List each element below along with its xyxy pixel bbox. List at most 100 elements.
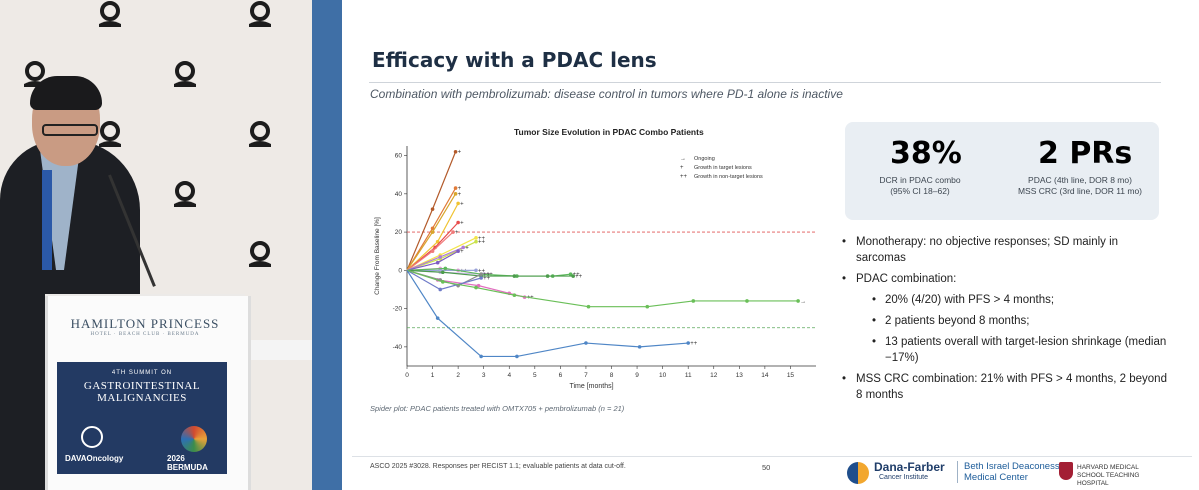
slide-title: Efficacy with a PDAC lens <box>372 48 657 72</box>
summit-title: GASTROINTESTINAL MALIGNANCIES <box>83 380 201 404</box>
data-point <box>571 274 575 278</box>
data-point <box>745 299 749 303</box>
series-end-marker: ++ <box>478 236 486 242</box>
series-end-marker: ++ <box>483 276 491 282</box>
y-tick-label: 0 <box>398 267 402 274</box>
dana-farber-subtitle: Cancer Institute <box>879 474 929 481</box>
x-axis-label: Time [months] <box>569 383 613 390</box>
data-point <box>479 354 483 359</box>
x-tick-label: 3 <box>482 372 486 379</box>
data-point <box>691 299 696 303</box>
beth-israel-logo: Beth Israel Deaconess Medical Center <box>957 461 1074 483</box>
x-tick-label: 7 <box>584 372 588 379</box>
series-end-marker: ++ <box>483 272 491 278</box>
summit-line: 4TH SUMMIT ON <box>111 370 173 376</box>
series-end-marker: + <box>455 230 459 236</box>
data-point <box>474 285 478 290</box>
x-tick-label: 2 <box>456 372 460 379</box>
data-point <box>453 192 458 196</box>
x-tick-label: 9 <box>635 372 639 379</box>
data-point <box>430 207 435 211</box>
dcr-label: DCR in PDAC combo (95% CI 18–62) <box>879 175 961 196</box>
footer-divider <box>352 456 1192 457</box>
series-line <box>406 269 799 308</box>
x-tick-label: 12 <box>710 372 718 379</box>
data-point <box>474 268 478 273</box>
data-point <box>512 293 517 298</box>
data-point <box>461 245 466 250</box>
data-point <box>451 230 455 234</box>
series-end-marker: + <box>458 192 462 198</box>
presentation-slide: Efficacy with a PDAC lens Combination wi… <box>342 0 1199 490</box>
data-point <box>479 272 483 276</box>
chart-title: Tumor Size Evolution in PDAC Combo Patie… <box>514 127 704 137</box>
data-point <box>435 316 440 320</box>
series-line <box>406 269 574 277</box>
series-end-marker: + <box>465 245 469 251</box>
series-end-marker: ++ <box>478 240 486 246</box>
dana-farber-logo: Dana-Farber <box>874 460 945 474</box>
video-slide-divider <box>312 0 342 490</box>
x-tick-label: 11 <box>685 372 692 379</box>
lanyard <box>42 170 52 270</box>
y-tick-label: 60 <box>395 153 403 160</box>
y-tick-label: -20 <box>393 306 403 313</box>
data-point <box>438 287 443 292</box>
data-point <box>453 149 458 154</box>
pr-value: 2 PRs <box>1038 136 1133 171</box>
series-end-marker: + <box>458 186 462 192</box>
speaker-hair <box>30 76 102 110</box>
bullet-pfs: 20% (4/20) with PFS > 4 months; <box>872 292 1167 308</box>
series-end-marker: → <box>800 299 806 305</box>
side-desk <box>240 340 312 360</box>
data-point <box>474 239 478 244</box>
series-end-marker: + <box>460 221 464 227</box>
data-point <box>515 354 519 359</box>
backdrop-logo-icon <box>245 240 275 270</box>
data-point <box>430 226 435 231</box>
backdrop-logo-icon <box>170 180 200 210</box>
bullet-shrinkage: 13 patients overall with target-lesion s… <box>872 334 1167 366</box>
data-point <box>796 299 800 303</box>
pr-label: PDAC (4th line, DOR 8 mo) MSS CRC (3rd l… <box>1017 175 1143 196</box>
series-end-marker: ++ <box>575 274 583 280</box>
harvard-shield-icon <box>1059 462 1073 480</box>
data-point <box>512 274 517 278</box>
legend-label: Growth in non-target lesions <box>694 174 763 180</box>
summary-stats-box: 38% DCR in PDAC combo (95% CI 18–62) 2 P… <box>845 122 1159 220</box>
data-point <box>568 272 573 276</box>
data-point <box>438 255 443 259</box>
legend-symbol: ++ <box>680 174 688 180</box>
data-point <box>456 220 460 225</box>
data-point <box>586 304 591 309</box>
data-point <box>435 239 440 244</box>
legend-label: Ongoing <box>694 156 715 162</box>
dava-logo-icon <box>81 426 103 448</box>
data-point <box>474 236 478 240</box>
data-point <box>430 249 435 254</box>
y-axis-label: Change From Baseline [%] <box>374 217 381 295</box>
data-point <box>440 270 445 275</box>
legend-label: Growth in target lesions <box>694 165 752 171</box>
title-divider <box>369 82 1161 83</box>
series-end-marker: ++ <box>690 341 698 347</box>
x-tick-label: 4 <box>507 372 511 379</box>
dava-logo: DAVAOncology <box>65 454 124 463</box>
x-tick-label: 0 <box>405 372 409 379</box>
backdrop-logo-icon <box>95 0 125 30</box>
data-point <box>645 304 650 309</box>
x-tick-label: 6 <box>559 372 563 379</box>
data-point <box>479 276 483 280</box>
y-tick-label: 40 <box>395 191 403 198</box>
data-point <box>430 230 435 234</box>
backdrop-logo-icon <box>95 120 125 150</box>
harvard-logo: HARVARD MEDICAL SCHOOL TEACHING HOSPITAL <box>1077 464 1140 487</box>
x-tick-label: 10 <box>659 372 667 379</box>
footnote: ASCO 2025 #3028. Responses per RECIST 1.… <box>370 463 626 470</box>
series-end-marker: ++ <box>573 272 581 278</box>
legend-symbol: + <box>680 165 684 171</box>
legend-symbol: → <box>680 156 686 162</box>
bermuda-logo: 2026 BERMUDA <box>167 454 208 472</box>
series-end-marker: + <box>460 201 464 207</box>
data-point <box>440 280 445 284</box>
